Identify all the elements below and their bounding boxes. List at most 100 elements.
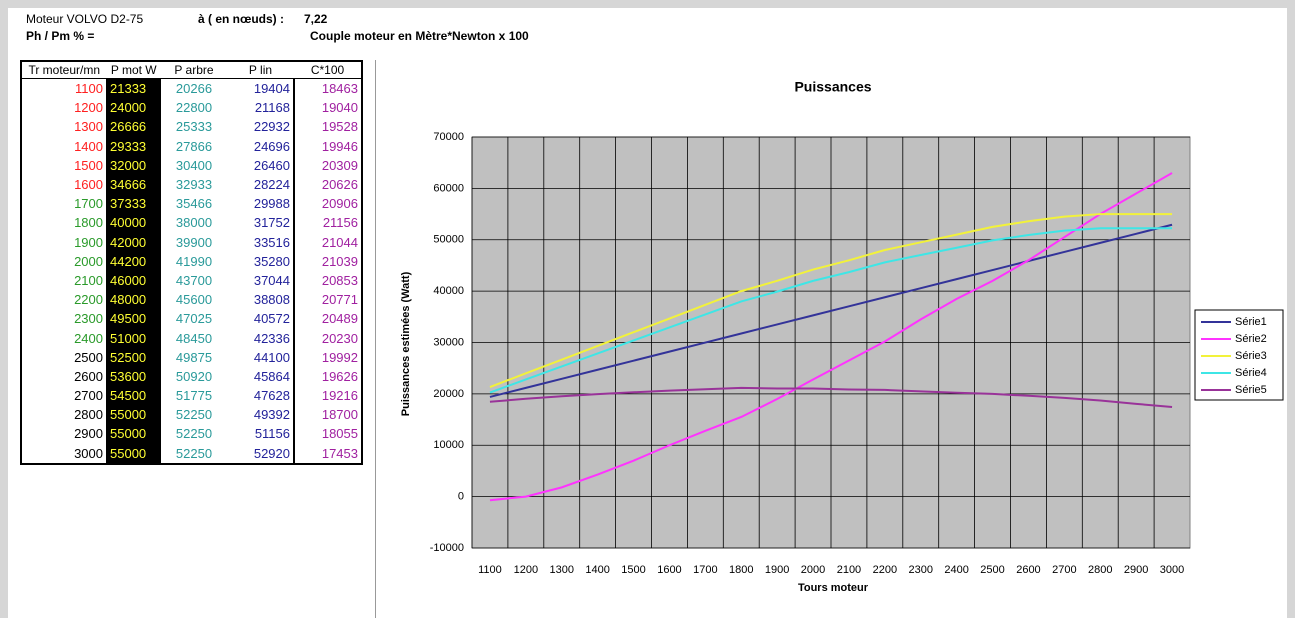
- x-tick-label: 1300: [550, 564, 574, 576]
- cell: 1100: [21, 78, 107, 99]
- x-tick-label: 1700: [693, 564, 717, 576]
- cell: 20266: [175, 81, 213, 97]
- x-tick-label: 1100: [478, 564, 502, 576]
- cell: 27866: [175, 138, 213, 154]
- x-tick-label: 2400: [944, 564, 968, 576]
- cell: 44200: [106, 251, 161, 271]
- cell: 32000: [106, 155, 161, 175]
- series-line: [489, 223, 1173, 398]
- cell: 45600: [175, 292, 213, 308]
- y-tick-label: 50000: [433, 234, 464, 246]
- cell: 18463: [293, 78, 362, 99]
- table-row: 1600 34666 32933 28224 20626: [21, 174, 362, 195]
- cell: 21333: [106, 78, 161, 99]
- cell: 22800: [175, 100, 213, 116]
- table-row: 1500 32000 30400 26460 20309: [21, 155, 362, 175]
- cell: 2200: [21, 290, 107, 310]
- cell: 17453: [293, 443, 362, 464]
- series-line: [489, 386, 1173, 408]
- cell: 2800: [21, 405, 107, 425]
- cell: 33516: [253, 234, 290, 250]
- x-tick-label: 1600: [657, 564, 681, 576]
- x-tick-label: 2500: [980, 564, 1004, 576]
- table-row: 2900 55000 52250 51156 18055: [21, 424, 362, 444]
- x-tick-label: 2900: [1124, 564, 1148, 576]
- cell: 43700: [175, 272, 213, 288]
- cell: 2700: [21, 386, 107, 406]
- column-header: Tr moteur/mn: [21, 61, 107, 79]
- cell: 51775: [175, 388, 213, 404]
- cell: 28224: [253, 177, 290, 193]
- x-tick-label: 1500: [621, 564, 645, 576]
- cell: 47628: [253, 388, 290, 404]
- x-tick-label: 1800: [729, 564, 753, 576]
- x-tick-label: 1900: [765, 564, 789, 576]
- cell: 19946: [293, 136, 362, 156]
- y-tick-label: 0: [458, 491, 464, 503]
- cell: 21044: [293, 232, 362, 252]
- legend-label: Série2: [1235, 333, 1267, 345]
- cell: 37044: [253, 272, 290, 288]
- cell: 31752: [253, 215, 290, 231]
- cell: 26460: [253, 157, 290, 173]
- speed-label: à ( en nœuds) :: [198, 12, 284, 26]
- legend-label: Série3: [1235, 350, 1267, 362]
- cell: 38000: [175, 215, 213, 231]
- cell: 38808: [253, 292, 290, 308]
- cell: 55000: [106, 424, 161, 444]
- table-row: 2700 54500 51775 47628 19216: [21, 386, 362, 406]
- cell: 1200: [21, 98, 107, 118]
- x-tick-label: 1400: [585, 564, 609, 576]
- x-tick-label: 2300: [909, 564, 933, 576]
- cell: 35280: [253, 253, 290, 269]
- cell: 25333: [175, 119, 213, 135]
- cell: 2000: [21, 251, 107, 271]
- cell: 20771: [293, 290, 362, 310]
- cell: 18700: [293, 405, 362, 425]
- table-row: 1700 37333 35466 29988 20906: [21, 194, 362, 214]
- table-row: 1100 21333 20266 19404 18463: [21, 78, 362, 99]
- cell: 39900: [175, 234, 213, 250]
- cell: 20489: [293, 309, 362, 329]
- x-tick-label: 1200: [514, 564, 538, 576]
- cell: 46000: [106, 270, 161, 291]
- cell: 53600: [106, 366, 161, 386]
- cell: 49875: [175, 349, 213, 365]
- cell: 37333: [106, 194, 161, 214]
- column-header: C*100: [294, 61, 362, 79]
- table-row: 2600 53600 50920 45864 19626: [21, 366, 362, 386]
- cell: 1900: [21, 232, 107, 252]
- series-line: [489, 172, 1173, 502]
- table-row: 1400 29333 27866 24696 19946: [21, 136, 362, 156]
- cell: 50920: [175, 368, 213, 384]
- y-tick-label: 40000: [433, 285, 464, 297]
- y-tick-label: 70000: [433, 131, 464, 143]
- cell: 3000: [21, 443, 107, 464]
- cell: 54500: [106, 386, 161, 406]
- table-row: 1300 26666 25333 22932 19528: [21, 117, 362, 137]
- y-tick-label: 10000: [433, 439, 464, 451]
- cell: 21039: [293, 251, 362, 271]
- x-tick-label: 3000: [1160, 564, 1184, 576]
- cell: 49500: [106, 309, 161, 329]
- series-line: [489, 227, 1173, 394]
- cell: 52250: [175, 426, 213, 442]
- cell: 1600: [21, 174, 107, 195]
- cell: 2400: [21, 328, 107, 348]
- cell: 32933: [175, 177, 213, 193]
- cell: 2100: [21, 270, 107, 291]
- cell: 49392: [253, 407, 290, 423]
- cell: 42336: [253, 330, 290, 346]
- cell: 42000: [106, 232, 161, 252]
- cell: 35466: [175, 196, 213, 212]
- cell: 52250: [175, 407, 213, 423]
- x-tick-label: 2800: [1088, 564, 1112, 576]
- x-tick-label: 2700: [1052, 564, 1076, 576]
- cell: 26666: [106, 117, 161, 137]
- cell: 52250: [175, 445, 213, 461]
- y-tick-label: 60000: [433, 182, 464, 194]
- cell: 40572: [253, 311, 290, 327]
- cell: 52500: [106, 347, 161, 367]
- cell: 19040: [293, 98, 362, 118]
